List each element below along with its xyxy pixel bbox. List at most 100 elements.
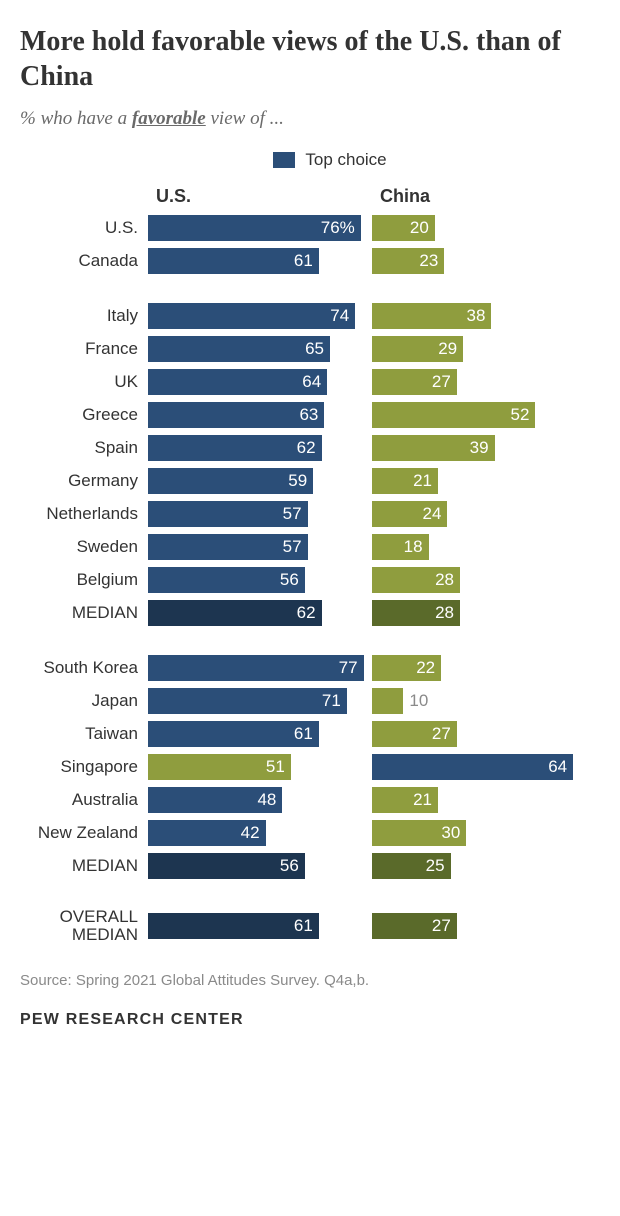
- data-row: Canada6123: [20, 246, 600, 276]
- us-column: 61: [148, 913, 372, 939]
- us-value: 61: [294, 916, 313, 936]
- us-column: 56: [148, 567, 372, 593]
- colhead-spacer: [20, 186, 148, 207]
- us-bar: 63: [148, 402, 324, 428]
- us-bar: 76%: [148, 215, 361, 241]
- legend-label: Top choice: [305, 150, 386, 170]
- row-label: New Zealand: [20, 824, 148, 842]
- us-column: 61: [148, 248, 372, 274]
- china-bar: 23: [372, 248, 444, 274]
- china-bar: 20: [372, 215, 435, 241]
- row-label: Netherlands: [20, 505, 148, 523]
- us-column: 65: [148, 336, 372, 362]
- group-gap: [20, 279, 600, 301]
- us-bar: 42: [148, 820, 266, 846]
- us-bar: 61: [148, 248, 319, 274]
- china-value: 21: [413, 471, 432, 491]
- us-column: 74: [148, 303, 372, 329]
- us-value: 71: [322, 691, 341, 711]
- china-bar: 24: [372, 501, 447, 527]
- data-row: Sweden5718: [20, 532, 600, 562]
- china-column: 29: [372, 336, 592, 362]
- china-bar: 38: [372, 303, 491, 329]
- china-value: 25: [426, 856, 445, 876]
- median-row: MEDIAN 56 25: [20, 851, 600, 881]
- us-value: 65: [305, 339, 324, 359]
- us-value: 62: [297, 603, 316, 623]
- us-value: 61: [294, 724, 313, 744]
- us-column: 63: [148, 402, 372, 428]
- china-value: 21: [413, 790, 432, 810]
- china-value: 22: [416, 658, 435, 678]
- china-column: 21: [372, 468, 592, 494]
- china-bar: 30: [372, 820, 466, 846]
- source-note: Source: Spring 2021 Global Attitudes Sur…: [20, 972, 600, 989]
- us-column: 77: [148, 655, 372, 681]
- china-column: 28: [372, 567, 592, 593]
- data-row: Belgium5628: [20, 565, 600, 595]
- row-label: Australia: [20, 791, 148, 809]
- china-column: 27: [372, 721, 592, 747]
- china-column: 30: [372, 820, 592, 846]
- us-bar: 74: [148, 303, 355, 329]
- row-label: South Korea: [20, 659, 148, 677]
- us-bar: 51: [148, 754, 291, 780]
- us-value: 48: [257, 790, 276, 810]
- us-bar: 57: [148, 534, 308, 560]
- data-row: UK6427: [20, 367, 600, 397]
- chart-subtitle: % who have a favorable view of ...: [20, 108, 600, 130]
- data-row: Spain6239: [20, 433, 600, 463]
- column-headers: U.S. China: [20, 186, 600, 207]
- china-column: 22: [372, 655, 592, 681]
- chart-rows: U.S.76%20Canada6123Italy7438France6529UK…: [20, 213, 600, 946]
- us-value: 74: [330, 306, 349, 326]
- china-value: 39: [470, 438, 489, 458]
- us-bar: 62: [148, 600, 322, 626]
- chart-title: More hold favorable views of the U.S. th…: [20, 24, 600, 94]
- us-value: 56: [280, 856, 299, 876]
- us-value: 42: [241, 823, 260, 843]
- subtitle-post: view of ...: [206, 108, 284, 129]
- us-bar: 71: [148, 688, 347, 714]
- us-value: 59: [288, 471, 307, 491]
- us-column: 42: [148, 820, 372, 846]
- china-bar: 52: [372, 402, 535, 428]
- row-label: Italy: [20, 307, 148, 325]
- us-column: 59: [148, 468, 372, 494]
- row-label: Singapore: [20, 758, 148, 776]
- china-value: 10: [409, 691, 428, 711]
- us-value: 51: [266, 757, 285, 777]
- china-bar: 28: [372, 567, 460, 593]
- china-bar: 27: [372, 721, 457, 747]
- us-value: 61: [294, 251, 313, 271]
- china-value: 20: [410, 218, 429, 238]
- us-column: 62: [148, 435, 372, 461]
- china-column: 27: [372, 913, 592, 939]
- row-label: Germany: [20, 472, 148, 490]
- china-value: 52: [511, 405, 530, 425]
- group-gap: [20, 884, 600, 906]
- us-column: 51: [148, 754, 372, 780]
- china-value: 24: [423, 504, 442, 524]
- china-value: 64: [548, 757, 567, 777]
- china-bar: 64: [372, 754, 573, 780]
- median-row: OVERALL MEDIAN6127: [20, 906, 600, 946]
- us-column: 57: [148, 534, 372, 560]
- row-label: MEDIAN: [20, 857, 148, 875]
- us-bar: 61: [148, 913, 319, 939]
- china-value: 27: [432, 724, 451, 744]
- row-label: U.S.: [20, 219, 148, 237]
- row-label: France: [20, 340, 148, 358]
- data-row: Taiwan6127: [20, 719, 600, 749]
- china-value: 27: [432, 372, 451, 392]
- data-row: Germany 59 21: [20, 466, 600, 496]
- us-value: 56: [280, 570, 299, 590]
- us-bar: 61: [148, 721, 319, 747]
- china-value: 18: [404, 537, 423, 557]
- china-column: 28: [372, 600, 592, 626]
- us-value: 62: [297, 438, 316, 458]
- row-label: MEDIAN: [20, 604, 148, 622]
- data-row: Greece6352: [20, 400, 600, 430]
- china-value: 23: [419, 251, 438, 271]
- china-column: 10: [372, 688, 592, 714]
